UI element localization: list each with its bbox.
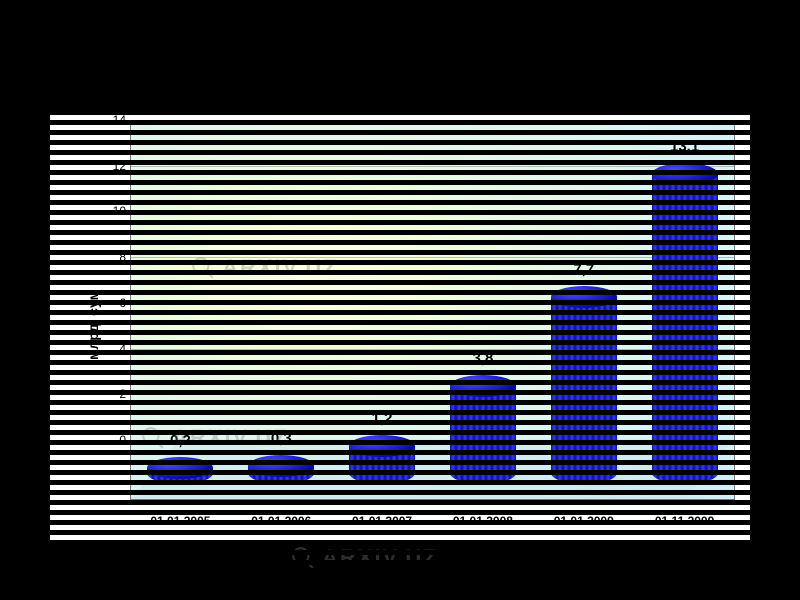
- gridline: [130, 211, 735, 212]
- y-tick-label: 6: [100, 296, 126, 310]
- x-tick-label: 01.01.2009: [554, 514, 614, 528]
- data-label: 3,8: [472, 350, 493, 367]
- x-tick-label: 01.01.2005: [150, 514, 210, 528]
- title-line-2: кредитных союзов: [0, 51, 800, 84]
- data-label: 1,2: [372, 410, 393, 427]
- magnifier-icon: [140, 425, 166, 451]
- y-tick-label: 14: [100, 113, 126, 127]
- chart-frame: млрд. сум 024681012140,201.01.20050,301.…: [50, 110, 750, 540]
- bar: [551, 297, 617, 473]
- bar: [349, 446, 415, 473]
- x-tick-label: 01.01.2007: [352, 514, 412, 528]
- bar: [248, 466, 314, 473]
- y-tick-label: 8: [100, 250, 126, 264]
- watermark-text: ARXIV.UZ: [322, 545, 439, 571]
- gridline: [130, 349, 735, 350]
- title-line-1: Динамика совокупной чистой прибыли: [0, 18, 800, 51]
- watermark: ARXIV.UZ: [140, 425, 289, 451]
- y-tick-label: 4: [100, 342, 126, 356]
- data-label: 13,1: [670, 138, 699, 155]
- watermark: ARXIV.UZ: [290, 545, 439, 571]
- watermark-text: ARXIV.UZ: [172, 425, 289, 451]
- magnifier-icon: [290, 545, 316, 571]
- magnifier-icon: [190, 255, 216, 281]
- bar: [450, 386, 516, 473]
- x-tick-label: 01.01.2008: [453, 514, 513, 528]
- gridline: [130, 394, 735, 395]
- bar: [147, 468, 213, 473]
- gridline: [130, 120, 735, 121]
- watermark-text: ARXIV.UZ: [222, 255, 339, 281]
- bar: [652, 174, 718, 473]
- x-tick-label: 01.11.2009: [655, 514, 714, 528]
- page-title: Динамика совокупной чистой прибыли креди…: [0, 18, 800, 83]
- x-tick-label: 01.01.2006: [251, 514, 311, 528]
- watermark: ARXIV.UZ: [190, 255, 339, 281]
- y-tick-label: 0: [100, 433, 126, 447]
- y-tick-label: 10: [100, 204, 126, 218]
- y-tick-label: 2: [100, 387, 126, 401]
- y-axis-label: млрд. сум: [85, 290, 101, 360]
- gridline: [130, 166, 735, 167]
- y-tick-label: 12: [100, 159, 126, 173]
- data-label: 7,7: [573, 261, 594, 278]
- gridline: [130, 303, 735, 304]
